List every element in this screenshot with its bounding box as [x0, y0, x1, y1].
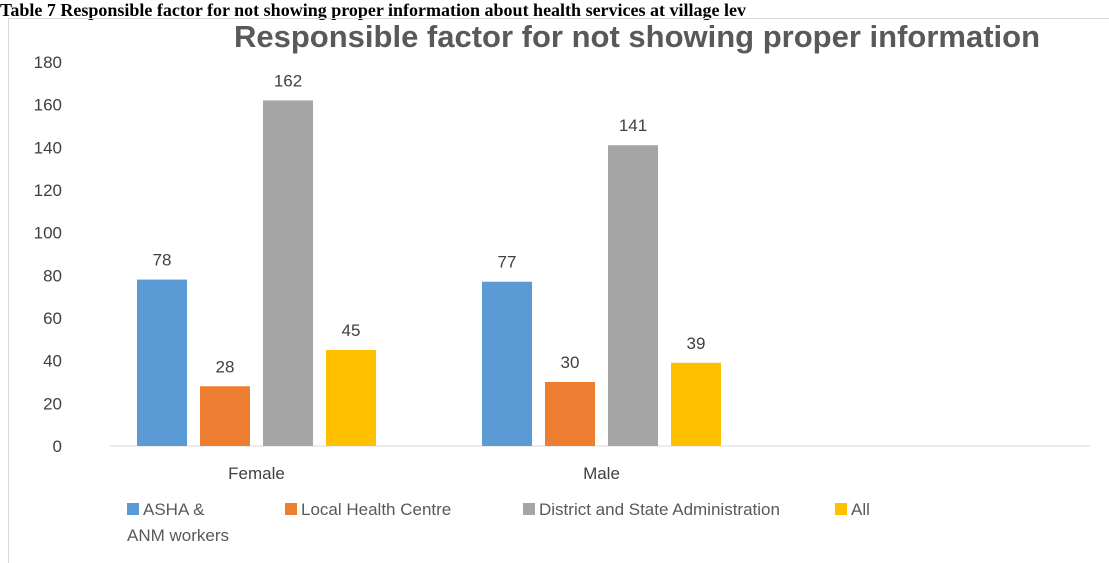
- category-label: Female: [228, 464, 285, 483]
- bar: [482, 281, 532, 446]
- bar: [326, 350, 376, 446]
- y-tick-label: 180: [34, 53, 62, 72]
- legend-swatch: [835, 503, 847, 515]
- legend-label: ANM workers: [127, 526, 229, 545]
- y-tick-label: 120: [34, 181, 62, 200]
- legend-swatch: [523, 503, 535, 515]
- category-label: Male: [583, 464, 620, 483]
- data-label: 162: [274, 71, 302, 90]
- data-label: 141: [619, 116, 647, 135]
- y-tick-label: 60: [43, 309, 62, 328]
- y-tick-label: 20: [43, 394, 62, 413]
- y-tick-label: 160: [34, 96, 62, 115]
- chart-title: Responsible factor for not showing prope…: [234, 19, 1040, 54]
- data-labels-group: 78 28 162 45 77 30 141 39: [153, 71, 706, 376]
- y-tick-label: 140: [34, 138, 62, 157]
- data-label: 45: [342, 321, 361, 340]
- legend-swatch: [285, 503, 297, 515]
- bar: [545, 382, 595, 446]
- chart-frame: [8, 18, 1109, 563]
- data-label: 77: [498, 253, 517, 272]
- legend-swatch: [127, 503, 139, 515]
- bar: [263, 100, 313, 447]
- y-tick-label: 40: [43, 352, 62, 371]
- bar: [671, 362, 721, 446]
- legend-label: Local Health Centre: [301, 500, 451, 519]
- bars-group: [137, 100, 721, 447]
- legend-label: District and State Administration: [539, 500, 780, 519]
- legend-label: All: [851, 500, 870, 519]
- bar: [137, 279, 187, 446]
- legend-label: ASHA &: [143, 500, 205, 519]
- data-label: 28: [216, 357, 235, 376]
- y-tick-label: 100: [34, 224, 62, 243]
- data-label: 78: [153, 251, 172, 270]
- data-label: 30: [561, 353, 580, 372]
- category-labels-group: Female Male: [228, 464, 620, 483]
- y-tick-label: 0: [53, 437, 62, 456]
- table-caption: Table 7 Responsible factor for not showi…: [0, 0, 747, 20]
- bar: [608, 145, 658, 446]
- legend: ASHA & ANM workers Local Health Centre Dist…: [127, 500, 870, 545]
- y-tick-label: 80: [43, 266, 62, 285]
- data-label: 39: [687, 334, 706, 353]
- bar: [200, 386, 250, 446]
- y-axis-ticks: 0 20 40 60 80 100 120 140 160 180: [34, 53, 62, 456]
